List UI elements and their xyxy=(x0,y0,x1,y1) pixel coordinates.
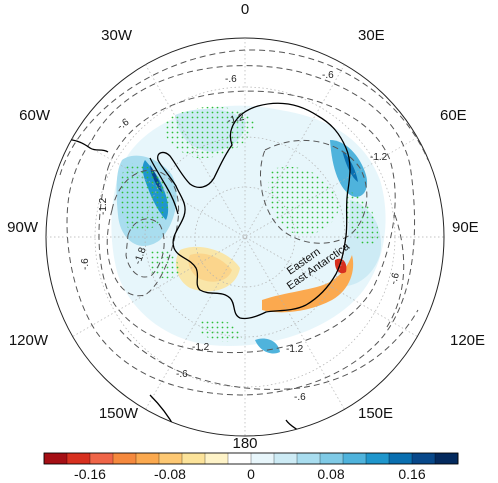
contour-label: -1.2 xyxy=(370,152,388,163)
contour-label: -1.2 xyxy=(286,344,304,355)
contour-label: -.6 xyxy=(322,70,334,81)
lon-label-0: 0 xyxy=(241,1,249,18)
colorbar-box xyxy=(319,452,344,465)
trend-contours xyxy=(59,49,429,396)
colorbar-box xyxy=(204,452,229,465)
colorbar-box xyxy=(250,452,275,465)
contour-south xyxy=(119,309,419,390)
contour-middle xyxy=(98,90,396,354)
lon-label-60e: 60E xyxy=(440,107,467,124)
contour-labels: -.6 -.6 -1.2 -1.2 -1.2 -1.2 -1.2 -.6 -.6… xyxy=(80,70,402,403)
contour-label: -.6 xyxy=(294,392,306,403)
contour-outer xyxy=(66,65,416,396)
colorbar-box xyxy=(342,452,367,465)
lon-label-60w: 60W xyxy=(19,107,51,124)
stipple-east-coast xyxy=(344,190,379,246)
lon-label-150e: 150E xyxy=(358,405,393,422)
antarctica-coast xyxy=(157,102,351,320)
contour-se xyxy=(384,214,405,331)
colorbar-box xyxy=(411,452,436,465)
colorbar-tick-label: 0.16 xyxy=(398,466,425,482)
contour-inner-west xyxy=(106,169,180,297)
colorbar-box xyxy=(112,452,137,465)
contour-label: -1.2 xyxy=(226,112,246,127)
graticule xyxy=(46,38,444,436)
lon-label-120w: 120W xyxy=(9,332,49,349)
colorbar-box xyxy=(296,452,321,465)
lon-label-120e: 120E xyxy=(450,332,485,349)
colorbar-box xyxy=(434,452,459,465)
contour-far xyxy=(59,49,429,176)
peninsula-coast xyxy=(149,157,179,215)
colorbar-box xyxy=(158,452,183,465)
colorbar-tick-label: 0 xyxy=(247,466,255,482)
contour-label: -1.2 xyxy=(192,342,210,353)
colorbar-frame xyxy=(43,452,459,465)
shading-west-antarctic-ring xyxy=(111,105,386,346)
colorbar-tick-label: -0.08 xyxy=(154,466,186,482)
stipple-amundsen xyxy=(120,163,170,232)
stipple-south xyxy=(200,318,242,342)
lon-label-150w: 150W xyxy=(99,405,139,422)
lon-label-30e: 30E xyxy=(358,27,385,44)
contour-deep-west xyxy=(125,218,165,278)
contour-label: -.6 xyxy=(80,258,91,270)
shading-wilkes-orange xyxy=(262,255,354,313)
lon-label-180: 180 xyxy=(232,435,257,452)
map-disk: -.6 -.6 -1.2 -1.2 -1.2 -1.2 -1.2 -.6 -.6… xyxy=(45,37,445,437)
colorbar-box xyxy=(388,452,413,465)
colorbar-box xyxy=(227,452,252,465)
longitude-labels: 0 30E 60E 90E 120E 150E 180 150W 120W 90… xyxy=(7,1,485,452)
colorbar-box xyxy=(43,452,68,465)
colorbar-boxes xyxy=(43,452,459,465)
lon-label-30w: 30W xyxy=(101,27,133,44)
lon-label-90w: 90W xyxy=(7,219,39,236)
stipple-ross xyxy=(150,248,180,279)
colorbar: -0.16 -0.08 0 0.08 0.16 xyxy=(43,452,459,482)
colorbar-box xyxy=(365,452,390,465)
contour-label: -1.2 xyxy=(98,197,109,215)
shading-ross-yellow xyxy=(175,246,240,292)
colorbar-box xyxy=(135,452,160,465)
contour-label: -.6 xyxy=(388,271,402,286)
shading-cape-adare-blue xyxy=(255,338,280,354)
colorbar-box xyxy=(181,452,206,465)
colorbar-tick-label: 0.08 xyxy=(317,466,344,482)
lon-label-90e: 90E xyxy=(452,219,479,236)
colorbar-box xyxy=(89,452,114,465)
colorbar-box xyxy=(273,452,298,465)
colorbar-tick-label: -0.16 xyxy=(74,466,106,482)
stipple-east-interior xyxy=(268,166,340,235)
contour-label: -.6 xyxy=(176,369,188,380)
contour-label: -.6 xyxy=(225,74,237,85)
colorbar-box xyxy=(66,452,91,465)
